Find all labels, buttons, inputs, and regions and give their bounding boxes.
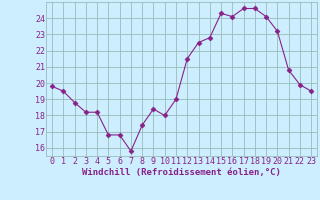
X-axis label: Windchill (Refroidissement éolien,°C): Windchill (Refroidissement éolien,°C) (82, 168, 281, 177)
